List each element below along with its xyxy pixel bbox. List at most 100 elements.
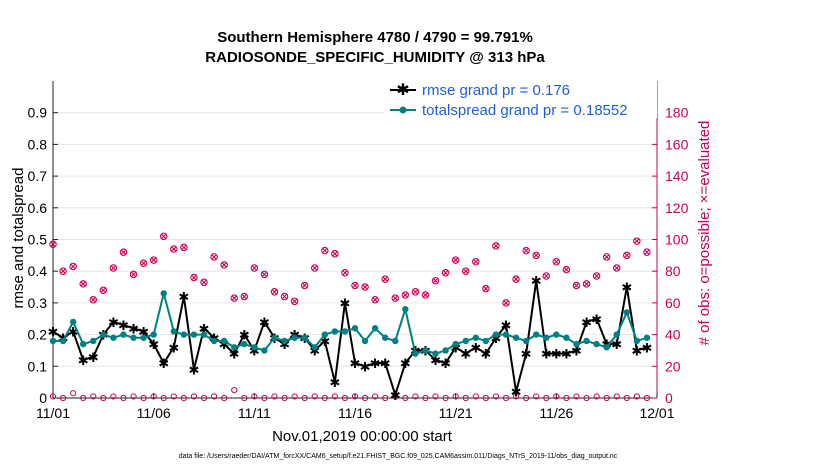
spread-point — [382, 334, 389, 341]
obs-possible-point — [230, 294, 238, 302]
obs-rejected-point — [583, 394, 590, 402]
obs-possible-point — [200, 278, 208, 287]
obs-evaluated-point — [644, 249, 650, 255]
rmse-point: ✱ — [591, 313, 602, 328]
obs-rejected-point — [170, 393, 177, 400]
obs-possible-point — [149, 256, 158, 264]
spread-point — [412, 350, 419, 357]
rmse-point: ✱ — [390, 389, 401, 404]
spread-point — [371, 325, 379, 332]
obs-evaluated-point — [614, 265, 620, 271]
rmse-point: ✱ — [68, 325, 79, 340]
obs-rejected-point — [613, 393, 620, 400]
obs-possible-point — [612, 264, 621, 272]
spread-point — [543, 334, 550, 341]
chart-subtitle: RADIOSONDE_SPECIFIC_HUMIDITY @ 313 hPa — [205, 49, 545, 66]
spread-point — [90, 337, 97, 345]
obs-possible-point — [290, 297, 299, 306]
y-right-tick-label: 40 — [665, 327, 681, 343]
obs-evaluated-point — [312, 265, 318, 271]
obs-rejected-point — [281, 394, 288, 402]
rmse-point: ✱ — [470, 341, 481, 356]
obs-rejected-point — [502, 394, 510, 402]
obs-possible-point — [321, 246, 329, 255]
legend-box — [385, 72, 657, 118]
obs-rejected-point — [241, 394, 248, 402]
spread-point — [432, 350, 439, 357]
spread-point — [301, 334, 308, 341]
y-tick-label: 0.2 — [28, 327, 48, 343]
obs-evaluated-point — [90, 297, 96, 303]
obs-rejected-point — [200, 394, 208, 402]
obs-evaluated-point — [422, 292, 429, 298]
rmse-point: ✱ — [541, 348, 552, 363]
y-tick-label: 0.3 — [28, 295, 48, 311]
obs-possible-point — [260, 270, 269, 279]
obs-evaluated-point — [483, 285, 489, 292]
y-axis-right-label: # of obs: o=possible; ×=evaluated — [696, 121, 713, 346]
obs-rejected-point — [100, 394, 107, 402]
y-right-tick-label: 160 — [665, 136, 689, 152]
obs-evaluated-point — [271, 289, 278, 295]
spread-point — [271, 334, 278, 341]
rmse-point: ✱ — [551, 348, 562, 363]
obs-evaluated-point — [634, 238, 640, 244]
rmse-point: ✱ — [178, 291, 189, 306]
obs-evaluated-point — [191, 274, 197, 281]
rmse-point: ✱ — [511, 386, 522, 401]
obs-evaluated-point — [362, 284, 368, 290]
obs-evaluated-point — [161, 233, 167, 240]
rmse-point: ✱ — [138, 325, 149, 340]
spread-point — [643, 334, 651, 341]
obs-evaluated-point — [583, 281, 590, 287]
spread-point — [241, 340, 248, 348]
obs-possible-point — [502, 299, 510, 307]
obs-rejected-point — [150, 393, 157, 400]
obs-rejected-point — [231, 386, 238, 394]
spread-point — [442, 347, 449, 354]
spread-point — [512, 334, 520, 341]
obs-possible-point — [119, 248, 128, 256]
obs-possible-point — [582, 280, 591, 288]
obs-evaluated-point — [553, 259, 560, 265]
spread-point — [130, 334, 137, 341]
obs-evaluated-point — [281, 293, 288, 300]
obs-rejected-point — [442, 394, 449, 402]
obs-evaluated-point — [563, 266, 570, 273]
obs-possible-point — [139, 259, 148, 268]
spread-point — [553, 331, 560, 338]
obs-rejected-point — [372, 393, 379, 400]
obs-rejected-point — [422, 394, 429, 402]
y-tick-label: 0.6 — [28, 200, 48, 216]
obs-possible-point — [341, 269, 349, 277]
spread-point — [472, 334, 479, 341]
obs-evaluated-point — [493, 243, 499, 249]
rmse-point: ✱ — [249, 344, 260, 359]
spread-point — [291, 334, 298, 341]
obs-rejected-point — [341, 394, 349, 402]
y-right-tick-label: 0 — [665, 390, 673, 406]
obs-rejected-point — [633, 393, 640, 400]
obs-possible-point — [351, 281, 359, 290]
spread-point — [100, 331, 107, 338]
x-tick-label: 11/26 — [539, 405, 573, 421]
obs-evaluated-point — [171, 246, 177, 252]
y-right-tick-label: 60 — [665, 295, 681, 311]
x-axis-label: Nov.01,2019 00:00:00 start — [272, 428, 453, 445]
obs-rejected-point — [291, 393, 298, 400]
spread-point — [110, 334, 117, 341]
spread-point — [392, 337, 399, 345]
obs-possible-point — [592, 272, 601, 280]
obs-rejected-point — [130, 393, 137, 400]
obs-possible-point — [542, 272, 551, 280]
obs-possible-point — [300, 281, 309, 290]
rmse-point: ✱ — [430, 354, 441, 369]
spread-point — [341, 328, 349, 335]
rmse-point: ✱ — [480, 348, 491, 363]
spread-point — [593, 340, 600, 348]
obs-evaluated-point — [291, 298, 298, 305]
obs-rejected-point — [482, 394, 489, 402]
rmse-line — [52, 280, 648, 399]
obs-rejected-point — [261, 394, 268, 402]
obs-possible-point — [180, 243, 188, 252]
